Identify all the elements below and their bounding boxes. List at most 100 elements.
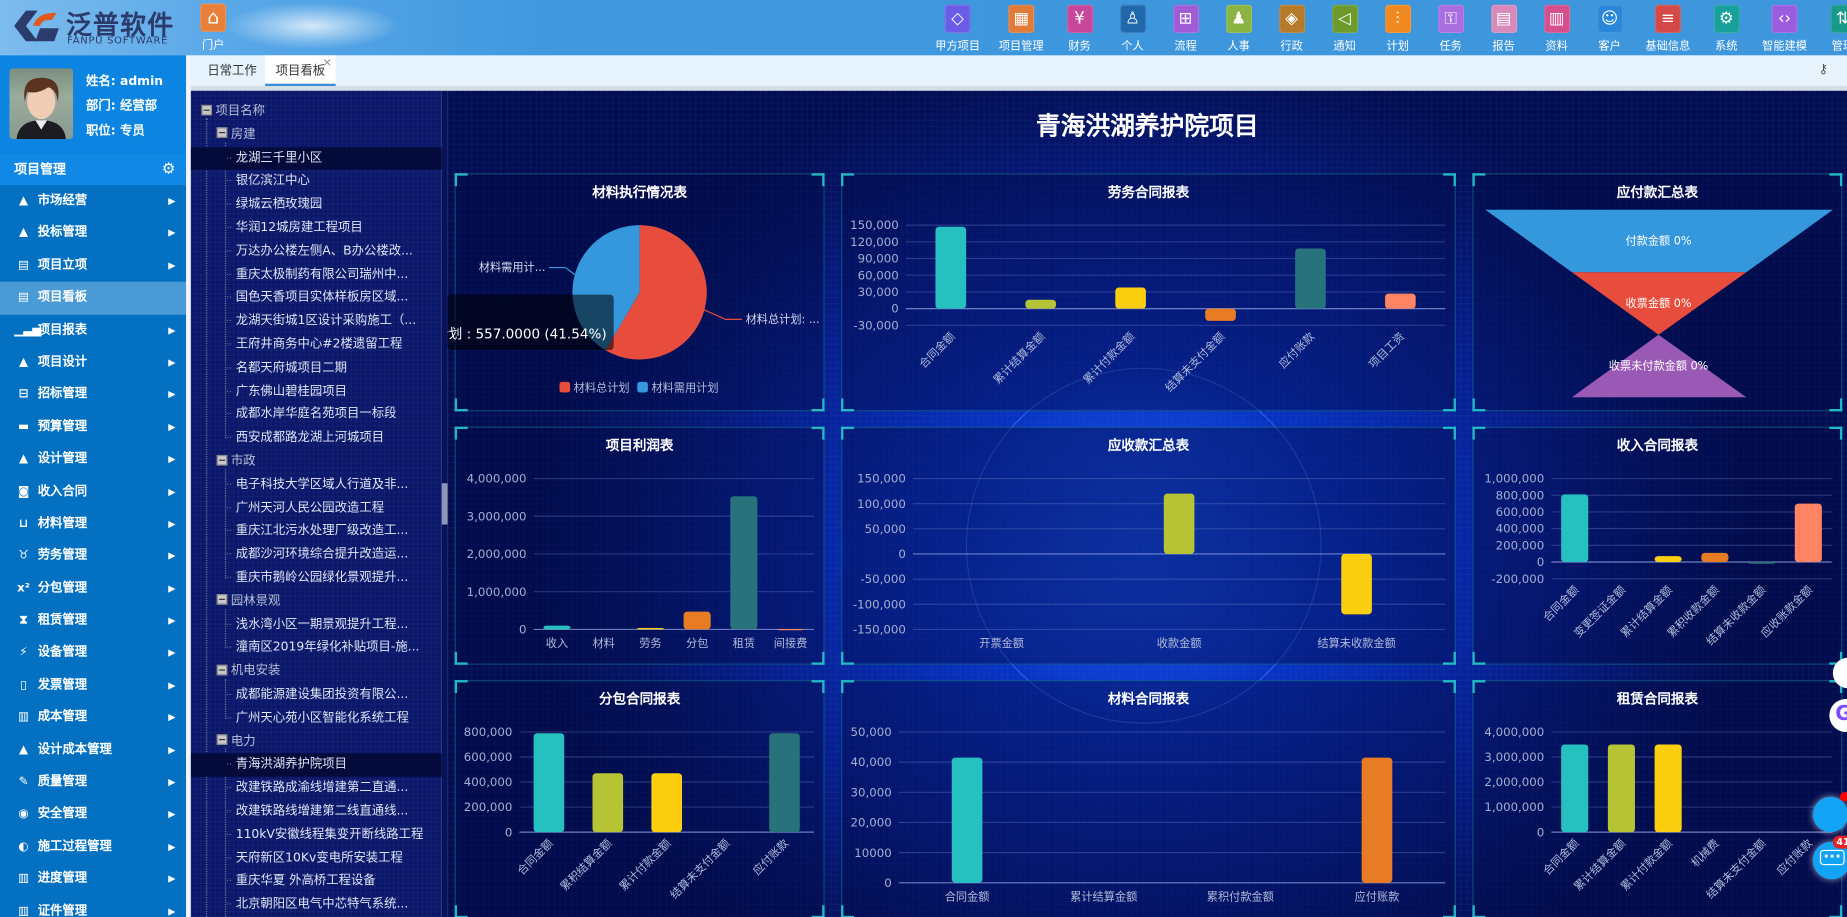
tree-item[interactable]: ·· 潼南区2019年绿化补贴项目-施...	[191, 637, 442, 660]
module-layers[interactable]: ◈ 行政	[1265, 4, 1318, 53]
bar[interactable]	[1561, 744, 1589, 833]
bar[interactable]	[651, 773, 683, 833]
bar[interactable]	[533, 733, 565, 833]
collapse-icon[interactable]	[216, 127, 228, 139]
pie-slice[interactable]	[605, 225, 707, 360]
tree-item[interactable]: ·· 重庆市鹅岭公园绿化景观提升...	[191, 567, 442, 590]
tree-item[interactable]: ·· 广州天河人民公园改造工程	[191, 497, 442, 520]
sidebar-item-15[interactable]: ▯ 发票管理 ▶	[0, 669, 186, 701]
tree-item[interactable]: ·· 改建铁路线增建第二线直通线...	[191, 800, 442, 823]
tree-item[interactable]: ·· 龙湖三千里小区	[190, 146, 442, 171]
tree-item[interactable]: ·· 重庆江北污水处理厂级改造工...	[191, 520, 442, 543]
module-grid-diamond[interactable]: ◇ 甲方项目	[926, 4, 990, 53]
float-button-top[interactable]	[1832, 657, 1847, 689]
module-sliders[interactable]: ⫶ 计划	[1371, 4, 1424, 53]
key-icon[interactable]: ⚷	[1818, 61, 1829, 77]
bar[interactable]	[769, 733, 800, 833]
tree-item[interactable]: ·· 绿城云栖玫瑰园	[191, 194, 442, 217]
tree-item[interactable]: ·· 电子科技大学区域人行道及非...	[191, 474, 442, 497]
sidebar-item-0[interactable]: ▲ 市场经营 ▶	[0, 185, 186, 217]
bar[interactable]	[1115, 287, 1146, 309]
bar[interactable]	[1748, 562, 1776, 564]
portal-button[interactable]: ⌂ 门户	[198, 3, 229, 52]
tree-item[interactable]: ·· 重庆华夏 外高桥工程设备	[191, 870, 442, 893]
tree-item[interactable]: ·· 名都天府城项目二期	[191, 357, 442, 380]
collapse-icon[interactable]	[201, 104, 213, 115]
module-grid[interactable]: ▦ 项目管理	[989, 4, 1053, 53]
bar[interactable]	[636, 627, 664, 630]
module-customer[interactable]: ☺ 客户	[1583, 4, 1636, 53]
tree-item[interactable]: ·· 成都水岸华庭名苑项目一标段	[191, 404, 442, 427]
sidebar-item-22[interactable]: ▥ 证件管理 ▶	[0, 895, 186, 917]
tree-item[interactable]: ·· 国色天香项目实体样板房区域...	[191, 287, 442, 310]
bar[interactable]	[1205, 308, 1236, 321]
sidebar-item-3[interactable]: ▤ 项目看板	[0, 281, 187, 315]
tree-item[interactable]: ·· 成都能源建设集团投资有限公...	[191, 684, 442, 707]
tree-item[interactable]: ·· 110kV安徽线程集变开断线路工程	[191, 824, 442, 847]
bar[interactable]	[951, 757, 983, 883]
bar[interactable]	[592, 773, 624, 833]
chat-button[interactable]: ···	[1812, 841, 1847, 880]
sidebar-item-16[interactable]: ▥ 成本管理 ▶	[0, 702, 186, 734]
tree-item[interactable]: ·· 重庆太极制药有限公司瑞州中...	[191, 264, 442, 287]
module-speaker[interactable]: ◁ 通知	[1318, 4, 1371, 53]
collapse-icon[interactable]	[216, 454, 228, 465]
sidebar-item-6[interactable]: ⊟ 招标管理 ▶	[0, 379, 186, 411]
tree-item[interactable]: ·· 天府新区10Kv变电所安装工程	[191, 847, 442, 870]
tree-item[interactable]: ·· 龙湖天街城1区设计采购施工（...	[191, 310, 442, 333]
module-document[interactable]: ▥ 资料	[1530, 4, 1583, 53]
tree-item[interactable]: ·· 青海洪湖养护院项目	[190, 753, 442, 777]
tree-item[interactable]: ·· 成都沙河环境综合提升改造运...	[191, 544, 442, 567]
legend-label[interactable]: 材料需用计划	[651, 380, 718, 394]
collapse-icon[interactable]	[216, 594, 228, 606]
sidebar-item-19[interactable]: ◉ 安全管理 ▶	[0, 798, 186, 830]
sidebar-item-12[interactable]: x² 分包管理 ▶	[0, 572, 186, 604]
bar[interactable]	[935, 226, 967, 309]
sidebar-item-18[interactable]: ✎ 质量管理 ▶	[0, 766, 186, 798]
module-report[interactable]: ▤ 报告	[1477, 4, 1530, 53]
avatar[interactable]	[9, 68, 74, 140]
collapse-handle[interactable]	[441, 483, 448, 525]
bar[interactable]	[1361, 757, 1393, 883]
close-icon[interactable]: ×	[322, 56, 333, 70]
sidebar-item-17[interactable]: ▲ 设计成本管理 ▶	[0, 734, 186, 766]
tree-group[interactable]: 机电安装	[191, 660, 442, 683]
bar[interactable]	[1561, 494, 1589, 563]
module-gear[interactable]: ⚙ 系统	[1700, 4, 1753, 53]
tree-group[interactable]: 房建	[191, 124, 442, 147]
sidebar-item-4[interactable]: ▁▃▅ 项目报表 ▶	[0, 314, 186, 346]
float-button-blue[interactable]	[1812, 796, 1847, 833]
bar[interactable]	[1654, 744, 1682, 833]
sidebar-item-11[interactable]: ♉ 劳务管理 ▶	[0, 540, 186, 572]
legend-swatch[interactable]	[559, 381, 571, 393]
funnel-segment[interactable]	[1571, 272, 1747, 335]
bar[interactable]	[1701, 552, 1729, 563]
bar[interactable]	[1341, 553, 1372, 615]
legend-label[interactable]: 材料总计划	[574, 380, 630, 394]
funnel-segment[interactable]	[1485, 209, 1833, 273]
tree-item[interactable]: ·· 北京朝阳区电气中芯特气系统...	[191, 894, 442, 917]
sidebar-item-14[interactable]: ⚡ 设备管理 ▶	[0, 637, 186, 669]
funnel-segment[interactable]	[1571, 334, 1747, 398]
sidebar-item-21[interactable]: ▥ 进度管理 ▶	[0, 863, 186, 895]
tree-item[interactable]: ·· 西安成都路龙湖上河城项目	[191, 427, 442, 450]
bar[interactable]	[1385, 293, 1416, 309]
tree-group[interactable]: 市政	[191, 450, 442, 473]
tree-item[interactable]: ·· 华润12城房建工程项目	[191, 217, 442, 240]
tree-item[interactable]: ·· 广州天心苑小区智能化系统工程	[191, 707, 442, 730]
sidebar-item-8[interactable]: ▲ 设计管理 ▶	[0, 443, 186, 475]
bar[interactable]	[1607, 744, 1635, 833]
gear-icon[interactable]: ⚙	[161, 160, 176, 178]
tree-root[interactable]: 项目名称	[191, 100, 442, 123]
sidebar-item-2[interactable]: ▤ 项目立项 ▶	[0, 250, 186, 282]
tree-item[interactable]: ·· 广东佛山碧桂园项目	[191, 380, 442, 403]
module-info-doc[interactable]: ≡ 基础信息	[1636, 4, 1700, 53]
tree-item[interactable]: ·· 浅水湾小区一期景观提升工程...	[191, 614, 442, 637]
tree-item[interactable]: ·· 改建铁路成渝线增建第二直通...	[191, 777, 442, 800]
bar[interactable]	[1163, 493, 1195, 554]
tree-item[interactable]: ·· 王府井商务中心#2楼遗留工程	[191, 334, 442, 357]
sidebar-item-9[interactable]: ◙ 收入合同 ▶	[0, 476, 186, 508]
bar[interactable]	[1025, 299, 1057, 309]
sidebar-item-1[interactable]: ▲ 投标管理 ▶	[0, 217, 186, 249]
tree-group[interactable]: 园林景观	[191, 590, 442, 613]
